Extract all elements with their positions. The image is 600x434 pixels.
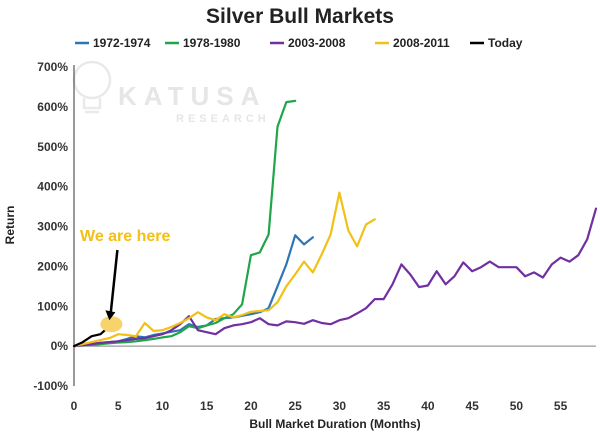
y-tick-label: 0% (51, 339, 69, 353)
x-tick-label: 30 (333, 399, 347, 413)
annotation-we-are-here: We are here (80, 228, 171, 333)
y-tick-label: 400% (37, 180, 68, 194)
position-marker (100, 316, 123, 333)
arrow-head (105, 310, 116, 321)
y-tick-label: 700% (37, 60, 68, 74)
x-axis-label: Bull Market Duration (Months) (249, 417, 420, 431)
lightbulb-logo (72, 60, 112, 114)
watermark-sub: RESEARCH (176, 113, 270, 125)
series-line-2008-2011 (72, 191, 376, 348)
x-tick-label: 45 (465, 399, 479, 413)
watermark: KATUSA RESEARCH (72, 60, 270, 125)
chart-title: Silver Bull Markets (206, 5, 394, 28)
y-axis-label: Return (3, 206, 17, 245)
series-line-2003-2008 (72, 207, 598, 348)
x-tick-label: 55 (554, 399, 568, 413)
series-lines (72, 99, 598, 348)
x-tick-label: 25 (289, 399, 303, 413)
y-tick-label: 600% (37, 100, 68, 114)
legend-label: 1978-1980 (183, 36, 241, 50)
annotation-text: We are here (80, 228, 171, 245)
x-tick-label: 40 (421, 399, 435, 413)
y-tick-label: 100% (37, 299, 68, 313)
chart-legend: 1972-1974 1978-1980 2003-2008 2008-2011 Toda… (75, 36, 523, 50)
legend-label: 2008-2011 (393, 36, 450, 50)
legend-label: Today (488, 36, 523, 50)
x-tick-label: 20 (244, 399, 258, 413)
series-line-1978-1980 (72, 99, 297, 348)
y-tick-label: 500% (37, 140, 68, 154)
legend-label: 2003-2008 (288, 36, 346, 50)
legend-label: 1972-1974 (93, 36, 151, 50)
y-tick-label: 300% (37, 220, 68, 234)
x-tick-label: 50 (510, 399, 524, 413)
y-tick-labels: -100% 0% 100% 200% 300% 400% 500% 600% 700% (33, 60, 68, 393)
annotation-arrow (109, 249, 119, 317)
x-tick-labels: 0 5 10 15 20 25 30 35 40 45 50 55 (71, 399, 568, 413)
x-tick-label: 10 (156, 399, 170, 413)
chart-axes: -100% 0% 100% 200% 300% 400% 500% 600% 700% 0 5 10… (33, 60, 596, 413)
x-tick-label: 15 (200, 399, 214, 413)
y-tick-label: -100% (33, 379, 68, 393)
y-tick-label: 200% (37, 259, 68, 273)
x-tick-label: 5 (115, 399, 122, 413)
x-tick-label: 0 (71, 399, 78, 413)
series-line-Today (72, 325, 111, 348)
watermark-brand: KATUSA (118, 81, 266, 111)
x-tick-label: 35 (377, 399, 391, 413)
